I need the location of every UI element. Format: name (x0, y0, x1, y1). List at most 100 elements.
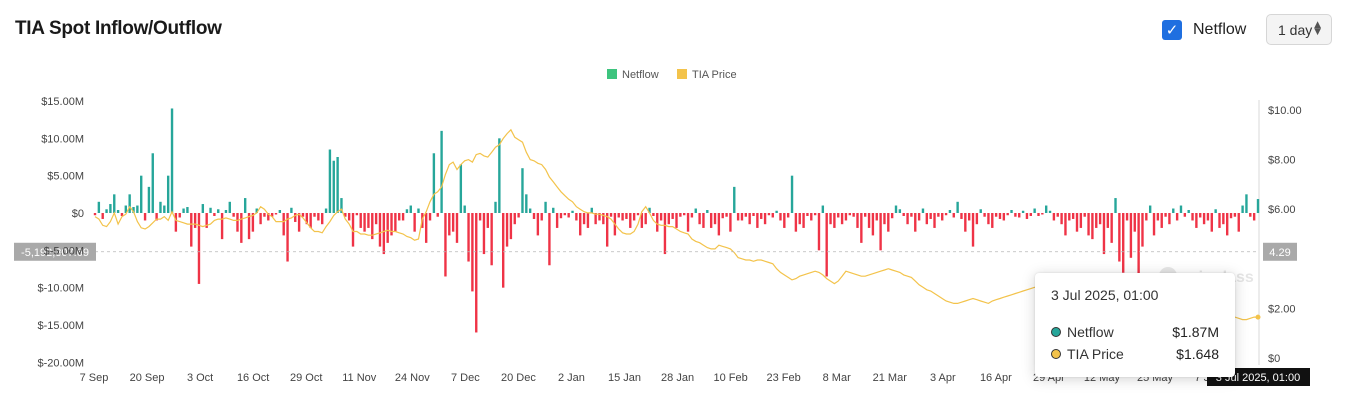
netflow-bar (182, 208, 185, 213)
netflow-bar (1222, 213, 1225, 225)
netflow-bar (132, 207, 135, 213)
netflow-bar (317, 213, 320, 221)
netflow-bar (1210, 213, 1213, 232)
netflow-bar (1172, 208, 1175, 213)
netflow-bar (663, 213, 667, 255)
netflow-bar (860, 213, 863, 243)
netflow-bar (914, 213, 917, 232)
x-tick-label: 20 Sep (130, 372, 165, 384)
x-tick-label: 2 Jan (558, 372, 585, 384)
netflow-bar (656, 213, 659, 232)
netflow-bar (1164, 213, 1167, 217)
netflow-bar (259, 213, 262, 225)
netflow-bar (632, 213, 636, 221)
netflow-bar (956, 201, 959, 213)
tooltip-price-value: $1.648 (1176, 346, 1219, 362)
netflow-bar (1141, 213, 1144, 247)
checkmark-icon: ✓ (1165, 21, 1179, 39)
netflow-toggle[interactable]: ✓ Netflow (1162, 18, 1246, 42)
netflow-bar (933, 213, 936, 228)
netflow-bar (278, 210, 282, 213)
netflow-checkbox[interactable]: ✓ (1162, 20, 1182, 40)
x-tick-label: 3 Oct (187, 372, 213, 384)
netflow-bar (1187, 210, 1190, 213)
netflow-bar (1129, 213, 1133, 258)
chart-legend[interactable]: Netflow TIA Price (607, 69, 737, 81)
netflow-bar (97, 201, 101, 213)
netflow-bar (532, 213, 536, 219)
netflow-bar (459, 164, 463, 213)
netflow-bar (1033, 208, 1036, 213)
netflow-bar (309, 213, 312, 228)
price-dot-icon (1051, 349, 1061, 359)
netflow-bar (552, 207, 555, 213)
netflow-bar (382, 213, 386, 255)
netflow-bar (960, 213, 963, 219)
netflow-bar (602, 213, 605, 225)
netflow-bar (925, 213, 929, 225)
netflow-bar (378, 213, 382, 247)
netflow-bar (848, 213, 851, 216)
x-tick-label: 28 Jan (661, 372, 694, 384)
netflow-bar (413, 213, 416, 232)
netflow-bar (1241, 205, 1244, 213)
netflow-bar (967, 213, 971, 221)
netflow-bar (471, 213, 474, 292)
netflow-bar (101, 213, 104, 219)
x-tick-label: 29 Oct (290, 372, 322, 384)
netflow-bar (856, 213, 859, 228)
netflow-bar (883, 213, 886, 225)
y-left-tick-label: $10.00M (41, 133, 84, 145)
netflow-bar (409, 205, 412, 213)
netflow-bar (143, 213, 147, 221)
netflow-bar (1206, 213, 1210, 221)
netflow-bar (509, 213, 513, 240)
netflow-bar (683, 213, 686, 216)
netflow-bar (1083, 213, 1086, 217)
netflow-bar (975, 213, 979, 225)
netflow-bar (247, 213, 251, 240)
x-tick-label: 23 Feb (767, 372, 801, 384)
netflow-bar (1122, 213, 1125, 273)
netflow-bar (1133, 213, 1136, 232)
netflow-bar (105, 209, 108, 213)
netflow-bar (301, 213, 305, 217)
x-tick-label: 15 Jan (608, 372, 641, 384)
netflow-bar (428, 213, 432, 221)
netflow-bar (205, 213, 208, 228)
netflow-bar (290, 207, 293, 213)
netflow-bar (1075, 213, 1079, 232)
netflow-bar (555, 213, 559, 228)
netflow-bar (424, 213, 428, 243)
netflow-bar (1068, 213, 1071, 221)
netflow-bar (128, 194, 131, 213)
netflow-bar (694, 208, 697, 213)
netflow-bar (478, 213, 482, 221)
interval-select[interactable]: 1 day ▲ ▼ (1266, 14, 1332, 45)
y-right-tick-label: $6.00 (1268, 204, 1296, 216)
netflow-bar (502, 213, 505, 288)
netflow-bar (401, 213, 405, 221)
netflow-dot-icon (1051, 327, 1061, 337)
netflow-bar (405, 209, 409, 213)
netflow-bar (1137, 213, 1140, 277)
netflow-bar (1045, 205, 1048, 213)
netflow-bar (679, 213, 682, 217)
crosshair-price-tag (1263, 242, 1297, 261)
netflow-bar (263, 213, 266, 217)
netflow-bar (347, 213, 351, 221)
netflow-bar (417, 208, 420, 213)
netflow-bar (713, 213, 717, 225)
netflow-bar (463, 205, 466, 213)
netflow-bar (686, 213, 690, 232)
netflow-bar (864, 213, 867, 217)
netflow-bar (798, 213, 801, 225)
netflow-bar (517, 213, 520, 218)
netflow-bar (621, 213, 624, 221)
netflow-bar (1202, 213, 1206, 225)
netflow-bar (324, 208, 328, 213)
netflow-bar (178, 213, 181, 218)
netflow-bar (332, 160, 335, 213)
netflow-bar (270, 213, 274, 217)
